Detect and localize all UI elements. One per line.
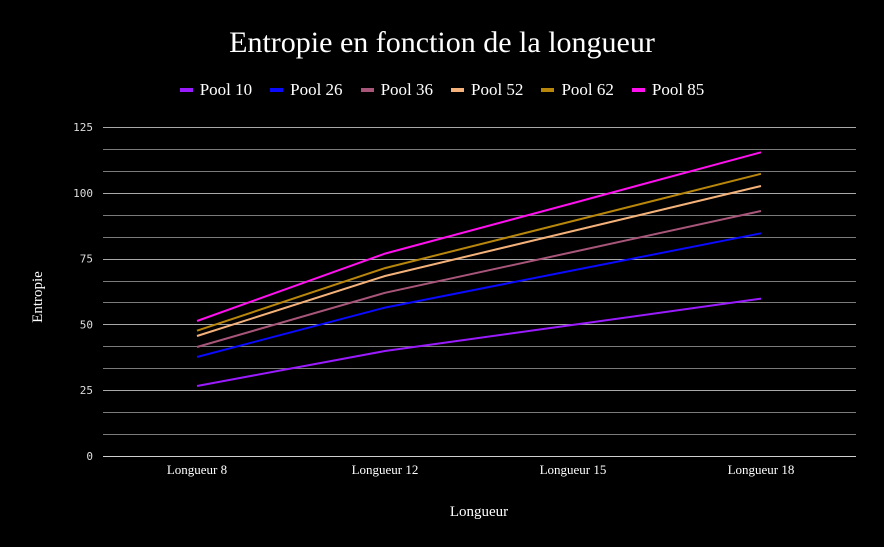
y-tick-label: 0 (86, 450, 93, 463)
legend-swatch-icon (631, 88, 645, 92)
legend-swatch-icon (360, 88, 374, 92)
legend-label: Pool 62 (561, 80, 614, 99)
legend-item[interactable]: Pool 52 (451, 80, 523, 100)
legend-label: Pool 26 (290, 80, 343, 99)
series-line-pool-26 (196, 232, 762, 358)
legend: Pool 10 Pool 26 Pool 36 Pool 52 Pool 62 Pool … (0, 80, 884, 100)
legend-swatch-icon (451, 88, 464, 92)
y-tick-label: 25 (80, 384, 93, 397)
legend-swatch-icon (541, 88, 555, 92)
legend-swatch-icon (270, 88, 284, 92)
series-line-pool-36 (196, 210, 762, 348)
legend-item[interactable]: Pool 85 (631, 80, 705, 100)
legend-item[interactable]: Pool 26 (270, 80, 343, 100)
y-tick-label: 50 (80, 318, 93, 331)
y-axis-label: Entropie (30, 271, 46, 323)
series-line-pool-85 (196, 151, 762, 322)
legend-item[interactable]: Pool 36 (360, 80, 433, 100)
legend-label: Pool 85 (651, 80, 705, 99)
y-tick-label: 75 (80, 253, 93, 266)
series-line-pool-62 (196, 172, 762, 332)
legend-item[interactable]: Pool 62 (541, 80, 614, 100)
legend-item[interactable]: Pool 10 (179, 80, 253, 100)
y-tick-label: 125 (73, 121, 93, 134)
series-line-pool-10 (196, 297, 762, 387)
x-tick-label: Longueur 8 (167, 462, 227, 477)
legend-label: Pool 36 (380, 80, 433, 99)
legend-label: Pool 52 (471, 80, 524, 99)
series-line-pool-52 (196, 185, 762, 337)
x-tick-label: Longueur 12 (352, 462, 419, 477)
x-axis-label: Longueur (450, 504, 508, 520)
legend-swatch-icon (179, 88, 193, 92)
x-tick-label: Longueur 18 (728, 462, 795, 477)
chart-title: Entropie en fonction de la longueur (229, 26, 655, 59)
y-tick-label: 100 (73, 187, 93, 200)
x-tick-label: Longueur 15 (540, 462, 607, 477)
legend-label: Pool 10 (199, 80, 253, 99)
